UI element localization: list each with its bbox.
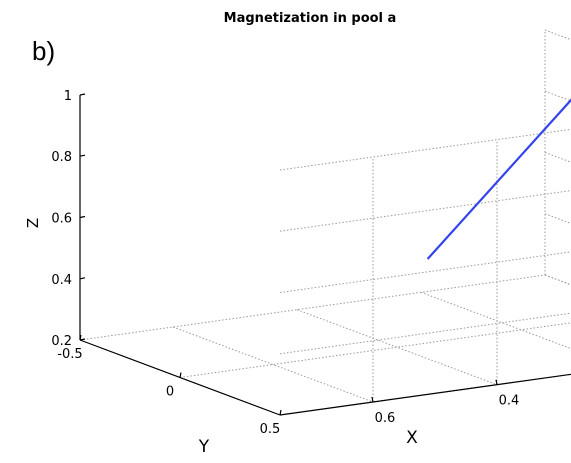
chart-title: Magnetization in pool a <box>224 11 397 26</box>
x-tick-mark <box>371 396 374 403</box>
z-tick-mark <box>79 277 86 280</box>
y-tick-mark <box>279 409 282 416</box>
grid-line <box>420 291 571 350</box>
y-tick-label: -0.5 <box>57 347 82 362</box>
tick-labels: 0.20.40.60.81-0.500.500.20.40.6 <box>51 89 520 437</box>
z-tick-label: 0.4 <box>51 273 72 288</box>
grid-line <box>279 251 571 293</box>
grid-line <box>279 373 571 416</box>
panel-label: b) <box>32 36 56 66</box>
y-tick-mark <box>79 334 82 341</box>
grid-line <box>279 128 571 171</box>
series-layer <box>426 98 571 260</box>
y-tick-mark <box>179 372 182 378</box>
grid-line <box>544 29 571 41</box>
y-tick-label: 0 <box>166 385 174 400</box>
grid-line <box>179 322 571 378</box>
axes-box <box>79 29 571 416</box>
grid-line <box>544 274 571 286</box>
z-tick-label: 0.8 <box>51 150 72 165</box>
x-tick-mark <box>495 379 498 385</box>
series-line <box>426 98 571 260</box>
z-tick-label: 1 <box>64 89 72 104</box>
grid-line <box>172 326 374 403</box>
z-tick-mark <box>79 338 86 341</box>
grid-line <box>279 190 571 232</box>
grid-line <box>544 274 571 286</box>
grid-line <box>296 309 498 386</box>
grid-line <box>279 373 571 416</box>
x-axis-line <box>279 373 571 416</box>
z-tick-mark <box>79 93 86 96</box>
x-tick-label: 0.6 <box>375 411 396 426</box>
x-axis-label: X <box>406 428 418 448</box>
z-axis-label: Z <box>24 218 42 228</box>
x-tick-label: 0.4 <box>499 394 520 409</box>
y-axis-label: Y <box>198 437 210 457</box>
grid-line <box>79 274 546 341</box>
grid-line <box>544 90 571 102</box>
y-tick-label: 0.5 <box>260 422 281 437</box>
z-tick-mark <box>79 215 86 219</box>
z-tick-label: 0.2 <box>51 334 72 349</box>
z-tick-label: 0.6 <box>51 212 72 227</box>
grid-line <box>544 213 571 225</box>
grid-line <box>279 312 571 355</box>
grid-line <box>544 152 571 163</box>
z-tick-mark <box>79 154 86 157</box>
